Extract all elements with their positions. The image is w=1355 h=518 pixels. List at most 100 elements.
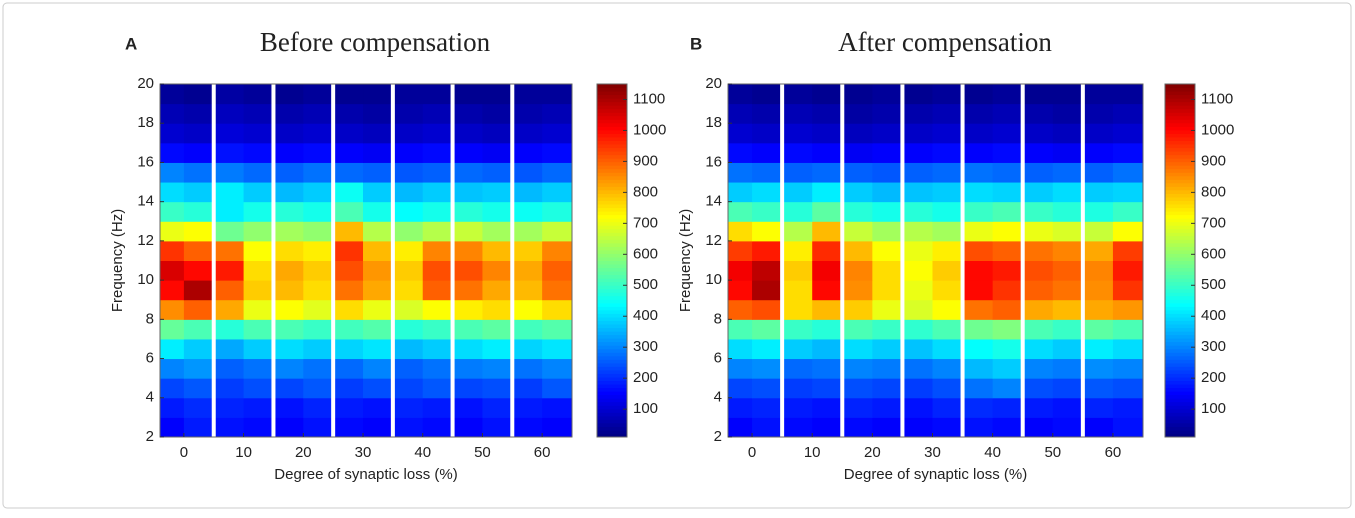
x-tick-label: 20 <box>295 444 312 461</box>
cell <box>812 201 843 222</box>
cell <box>812 182 843 203</box>
colorbar-step <box>1165 158 1195 163</box>
colorbar-step <box>597 274 627 279</box>
cell <box>1022 299 1054 320</box>
cell <box>392 397 424 418</box>
cell <box>842 280 873 301</box>
cell <box>752 123 783 144</box>
cell <box>452 338 483 360</box>
cell <box>452 240 483 261</box>
cell <box>962 162 994 183</box>
cell <box>363 162 394 183</box>
cell <box>932 338 964 360</box>
colorbar-tick-label: 500 <box>1201 276 1226 293</box>
cell <box>482 417 513 437</box>
colorbar-step <box>1165 218 1195 223</box>
cell <box>728 162 753 183</box>
cell <box>333 338 364 360</box>
cell <box>962 221 994 242</box>
cell <box>902 397 933 418</box>
colorbar-step <box>1165 98 1195 103</box>
cell <box>273 221 304 242</box>
cell <box>512 84 543 105</box>
cell <box>728 221 753 242</box>
y-tick-label: 16 <box>705 153 722 170</box>
cell <box>452 299 483 320</box>
colorbar-step <box>597 193 627 198</box>
cell <box>902 417 933 437</box>
y-tick-label: 2 <box>714 428 722 445</box>
cell <box>303 123 334 144</box>
cell <box>1112 103 1143 124</box>
cell <box>303 240 334 261</box>
cell <box>213 280 245 301</box>
cell <box>160 397 185 418</box>
cell <box>1052 378 1084 399</box>
colorbar-tick-label: 200 <box>1201 369 1226 386</box>
colorbar-step <box>1165 249 1195 254</box>
cell <box>392 221 424 242</box>
cell <box>1082 397 1114 418</box>
colorbar-step <box>597 161 627 166</box>
colorbar-step <box>1165 126 1195 131</box>
cell <box>452 397 483 418</box>
colorbar-step <box>597 228 627 233</box>
colorbar-border <box>1164 83 1196 438</box>
cell <box>962 201 994 222</box>
cell <box>160 378 185 399</box>
cell <box>1082 280 1114 301</box>
cell <box>273 299 304 320</box>
colorbar-step <box>1165 309 1195 314</box>
cell <box>1022 338 1054 360</box>
cell <box>183 260 215 281</box>
cell <box>872 162 903 183</box>
cell <box>842 338 873 360</box>
cell <box>243 103 274 124</box>
cell <box>1082 221 1114 242</box>
colorbar-step <box>1165 133 1195 138</box>
colorbar-step <box>597 172 627 177</box>
cell <box>1052 123 1084 144</box>
cell <box>1052 358 1084 379</box>
cell <box>962 84 994 105</box>
cell <box>1022 84 1054 105</box>
cell <box>872 299 903 320</box>
group-gap <box>211 84 216 437</box>
cell <box>1022 103 1054 124</box>
cell <box>812 84 843 105</box>
colorbar-step <box>597 394 627 399</box>
x-axis-label: Degree of synaptic loss (%) <box>274 466 457 483</box>
cell <box>452 142 483 163</box>
cell <box>512 123 543 144</box>
colorbar-tick-label: 900 <box>633 152 658 169</box>
cell <box>422 378 454 399</box>
cell <box>992 299 1024 320</box>
cell <box>273 123 304 144</box>
cell <box>213 299 245 320</box>
cell <box>1112 338 1143 360</box>
colorbar-step <box>597 207 627 212</box>
colorbar-step <box>597 221 627 226</box>
y-tick-label: 8 <box>714 310 722 327</box>
cell <box>422 397 454 418</box>
cell <box>932 84 964 105</box>
colorbar-step <box>597 271 627 276</box>
cell <box>160 280 185 301</box>
colorbar-step <box>597 179 627 184</box>
cell <box>932 142 964 163</box>
cell <box>303 319 334 340</box>
colorbar-step <box>1165 359 1195 364</box>
cell <box>333 417 364 437</box>
colorbar-step <box>597 362 627 367</box>
colorbar-step <box>597 225 627 230</box>
cell <box>872 417 903 437</box>
colorbar-tick-label: 1000 <box>633 121 666 138</box>
cell <box>482 319 513 340</box>
cell <box>1112 260 1143 281</box>
colorbar-step <box>597 401 627 406</box>
cell <box>812 299 843 320</box>
cell <box>782 358 813 379</box>
colorbar-step <box>597 306 627 311</box>
colorbar-step <box>1165 175 1195 180</box>
cell <box>422 103 454 124</box>
